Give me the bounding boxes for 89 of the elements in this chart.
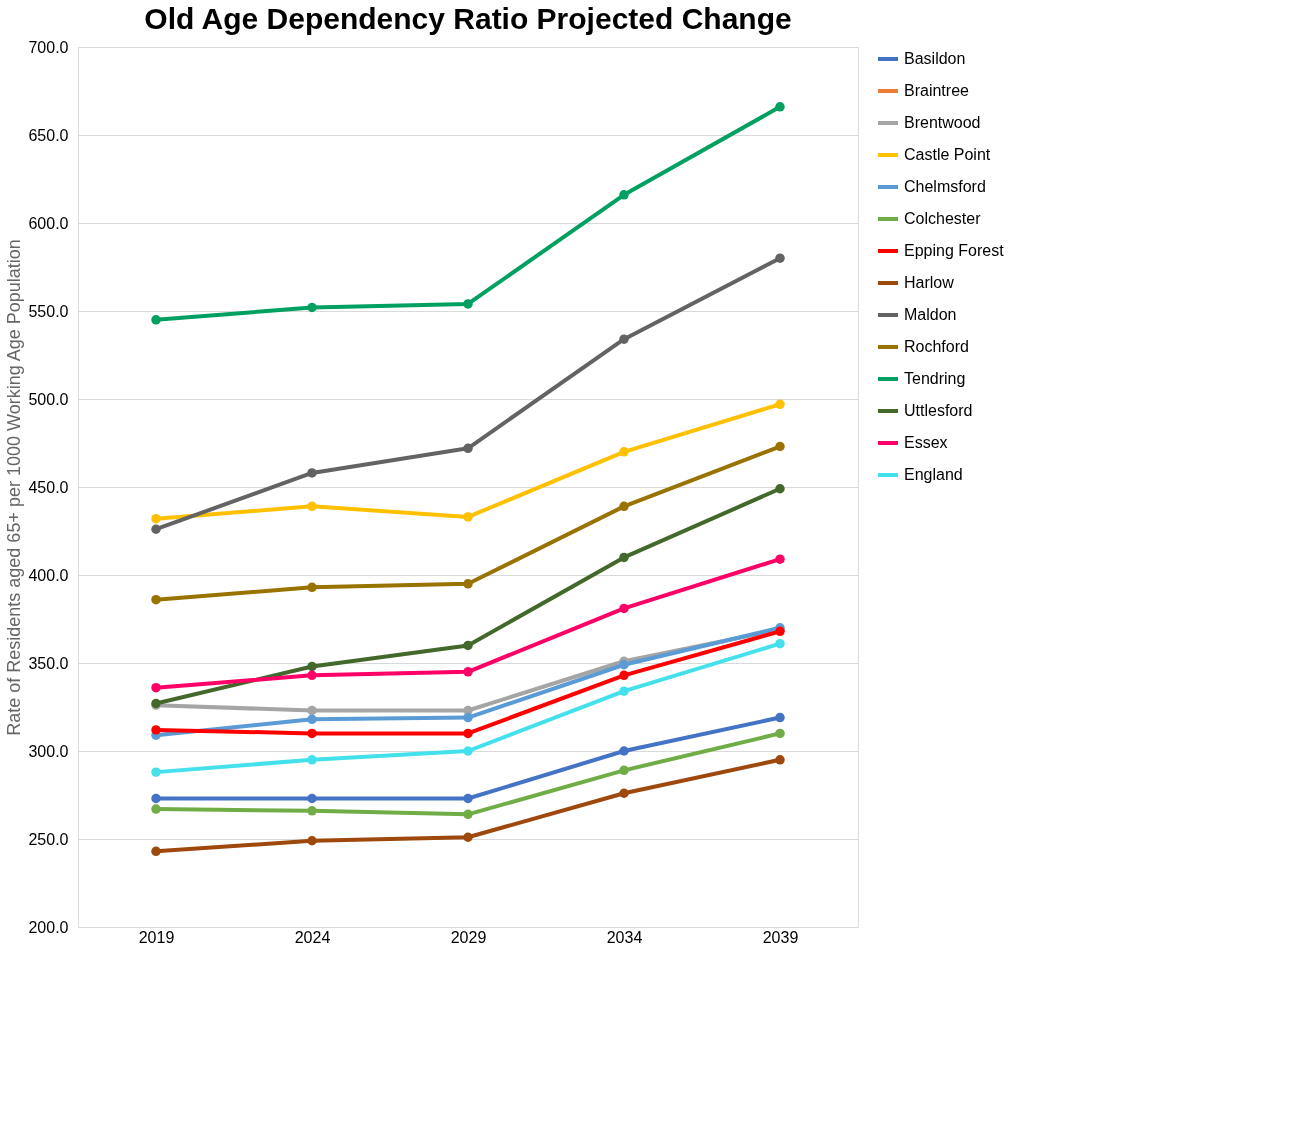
chart-title: Old Age Dependency Ratio Projected Change bbox=[144, 2, 792, 35]
point bbox=[307, 501, 317, 512]
y-tick-label: 600.0 bbox=[28, 214, 69, 232]
point bbox=[775, 102, 785, 112]
y-tick-label: 350.0 bbox=[28, 654, 69, 672]
legend-label: Brentwood bbox=[904, 114, 981, 131]
point bbox=[775, 554, 785, 564]
point bbox=[463, 746, 473, 756]
x-tick-label: 2039 bbox=[762, 928, 799, 946]
legend-label: Uttlesford bbox=[904, 402, 973, 419]
legend-label: Basildon bbox=[904, 50, 966, 67]
legend-label: Harlow bbox=[904, 274, 955, 291]
point bbox=[463, 728, 473, 739]
point bbox=[775, 484, 785, 494]
legend-label: Rochford bbox=[904, 338, 969, 355]
y-tick-label: 250.0 bbox=[28, 830, 69, 848]
point bbox=[619, 746, 629, 756]
legend-label: Chelmsford bbox=[904, 178, 986, 195]
point bbox=[463, 640, 473, 651]
point bbox=[775, 441, 785, 452]
point bbox=[151, 682, 161, 693]
legend-label: Braintree bbox=[904, 82, 970, 99]
y-tick-label: 500.0 bbox=[28, 390, 69, 408]
point bbox=[775, 399, 785, 410]
y-tick-label: 400.0 bbox=[28, 566, 69, 584]
point bbox=[307, 302, 317, 313]
point bbox=[307, 728, 317, 739]
point bbox=[619, 603, 629, 614]
point bbox=[619, 447, 629, 457]
y-tick-label: 300.0 bbox=[28, 742, 69, 760]
legend-label: Maldon bbox=[904, 306, 957, 323]
point bbox=[775, 253, 785, 263]
point bbox=[463, 579, 473, 589]
point bbox=[307, 714, 317, 725]
point bbox=[307, 755, 317, 765]
legend-label: England bbox=[904, 466, 963, 483]
point bbox=[463, 512, 473, 522]
point bbox=[307, 793, 317, 804]
point bbox=[619, 670, 629, 681]
point bbox=[307, 468, 317, 478]
point bbox=[619, 552, 629, 563]
point bbox=[775, 728, 785, 739]
point bbox=[151, 725, 161, 735]
x-tick-label: 2024 bbox=[294, 928, 331, 946]
legend-label: Colchester bbox=[904, 210, 982, 227]
x-tick-label: 2029 bbox=[450, 928, 487, 946]
point bbox=[307, 670, 317, 681]
legend-label: Essex bbox=[904, 434, 948, 451]
point bbox=[619, 686, 629, 696]
point bbox=[619, 660, 629, 670]
y-tick-label: 200.0 bbox=[28, 918, 69, 936]
point bbox=[151, 594, 161, 605]
point bbox=[307, 582, 317, 593]
point bbox=[619, 190, 629, 200]
point bbox=[151, 804, 161, 814]
point bbox=[151, 315, 161, 325]
y-tick-label: 450.0 bbox=[28, 478, 69, 496]
y-tick-label: 650.0 bbox=[28, 126, 69, 144]
legend-label: Epping Forest bbox=[904, 242, 1005, 259]
point bbox=[307, 705, 317, 716]
point bbox=[463, 832, 473, 842]
point bbox=[619, 334, 629, 344]
point bbox=[151, 793, 161, 804]
point bbox=[151, 513, 161, 524]
point bbox=[151, 846, 161, 857]
y-axis-title: Rate of Residents aged 65+ per 1000 Working Age Population bbox=[4, 239, 25, 736]
point bbox=[619, 788, 629, 798]
x-tick-label: 2034 bbox=[606, 928, 643, 946]
point bbox=[307, 806, 317, 816]
point bbox=[151, 767, 161, 777]
point bbox=[151, 524, 161, 534]
point bbox=[619, 501, 629, 512]
point bbox=[775, 638, 785, 649]
point bbox=[463, 299, 473, 309]
point bbox=[463, 667, 473, 677]
y-tick-label: 550.0 bbox=[28, 302, 69, 320]
point bbox=[463, 809, 473, 820]
point bbox=[463, 712, 473, 723]
point bbox=[775, 755, 785, 765]
x-tick-label: 2019 bbox=[138, 928, 175, 946]
y-tick-label: 700.0 bbox=[28, 38, 69, 56]
legend-label: Tendring bbox=[904, 370, 966, 387]
point bbox=[463, 793, 473, 804]
legend-label: Castle Point bbox=[904, 146, 991, 163]
point bbox=[307, 661, 317, 672]
point bbox=[463, 443, 473, 454]
point bbox=[307, 836, 317, 846]
point bbox=[619, 765, 629, 776]
point bbox=[775, 712, 785, 723]
